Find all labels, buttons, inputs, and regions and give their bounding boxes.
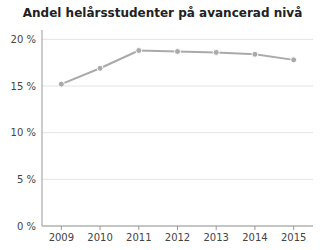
y-axis-line [42, 30, 43, 226]
point [213, 49, 219, 55]
grid-line [42, 86, 313, 87]
grid-line [42, 39, 313, 40]
point [97, 65, 103, 71]
title: Andel helårsstudenter på avancerad nivå [23, 6, 303, 20]
y-tick-label: 5 % [17, 174, 36, 185]
x-tick-label: 2015 [281, 232, 306, 243]
point [291, 57, 297, 63]
x-tick-label: 2011 [126, 232, 151, 243]
grid-line [42, 132, 313, 133]
x-tick-label: 2010 [87, 232, 112, 243]
x-tick [177, 226, 178, 230]
line [61, 51, 293, 85]
x-tick [216, 226, 217, 230]
plot-area [58, 48, 296, 88]
point [136, 48, 142, 54]
x-tick [293, 226, 294, 230]
x-tick-label: 2009 [49, 232, 74, 243]
y-tick-label: 15 % [11, 81, 36, 92]
x-tick-label: 2014 [242, 232, 267, 243]
x-tick [61, 226, 62, 230]
x-tick-label: 2013 [203, 232, 228, 243]
x-tick [138, 226, 139, 230]
x-tick [254, 226, 255, 230]
x-tick-label: 2012 [165, 232, 190, 243]
point [252, 51, 258, 57]
chart: Andel helårsstudenter på avancerad nivå 0… [0, 0, 325, 250]
y-tick-label: 0 % [17, 221, 36, 232]
y-tick-label: 10 % [11, 127, 36, 138]
x-tick [100, 226, 101, 230]
y-tick-label: 20 % [11, 34, 36, 45]
grid-line [42, 179, 313, 180]
point [58, 81, 64, 87]
point [175, 48, 181, 54]
